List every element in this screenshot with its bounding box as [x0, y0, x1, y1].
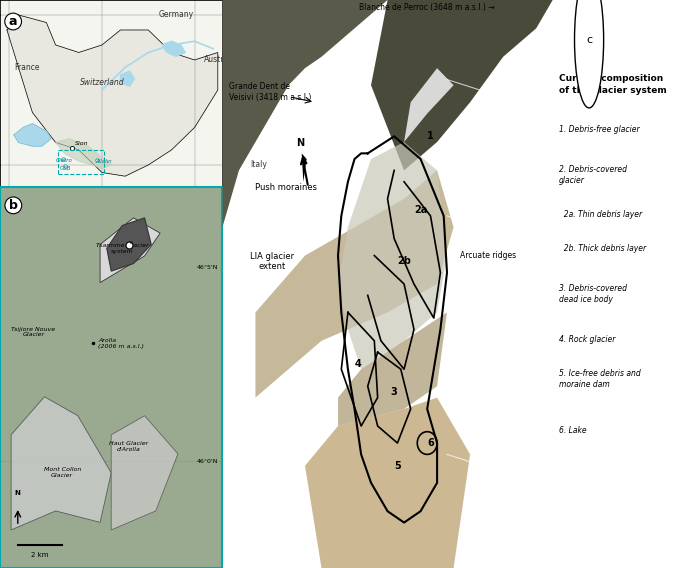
Text: Haut Glacier
d'Arolla: Haut Glacier d'Arolla — [109, 441, 149, 452]
Text: 5: 5 — [394, 461, 401, 471]
Polygon shape — [121, 71, 134, 86]
Text: GSB: GSB — [60, 166, 71, 171]
Text: 4. Rock glacier: 4. Rock glacier — [559, 335, 615, 344]
Text: 46°0'N: 46°0'N — [197, 459, 218, 464]
Text: 3100: 3100 — [526, 223, 547, 232]
Polygon shape — [404, 68, 454, 142]
Text: France: France — [14, 63, 39, 72]
Text: Tsijiore Nouve
Glacier: Tsijiore Nouve Glacier — [11, 327, 55, 337]
Polygon shape — [7, 15, 218, 176]
Text: 1. Debris-free glacier: 1. Debris-free glacier — [559, 125, 640, 134]
Polygon shape — [100, 218, 160, 282]
Text: 2b: 2b — [397, 256, 411, 266]
Text: b: b — [9, 199, 18, 212]
Text: Blanche de Perroc (3648 m a.s.l.) →: Blanche de Perroc (3648 m a.s.l.) → — [359, 3, 495, 12]
Text: N: N — [296, 137, 304, 148]
Polygon shape — [255, 170, 454, 398]
Polygon shape — [371, 0, 553, 170]
Text: 2700: 2700 — [526, 370, 547, 379]
Text: Push moraines: Push moraines — [255, 183, 317, 192]
Text: 3. Debris-covered
dead ice body: 3. Debris-covered dead ice body — [559, 284, 627, 304]
Text: c: c — [586, 35, 592, 45]
Text: 4: 4 — [355, 358, 361, 369]
Text: Sion: Sion — [75, 141, 89, 147]
Polygon shape — [111, 416, 178, 530]
Text: 2b. Thick debris layer: 2b. Thick debris layer — [559, 244, 646, 253]
Text: Germany: Germany — [158, 10, 193, 19]
Text: Mont Collon
Glacier: Mont Collon Glacier — [44, 467, 81, 478]
Text: 2500: 2500 — [526, 461, 547, 470]
Polygon shape — [14, 124, 51, 146]
Text: 6: 6 — [427, 438, 434, 448]
Polygon shape — [305, 398, 470, 568]
Text: LIA glacier
extent: LIA glacier extent — [250, 252, 294, 271]
Circle shape — [574, 0, 604, 108]
Polygon shape — [222, 0, 388, 227]
Text: Tsarmine Glacier
system: Tsarmine Glacier system — [96, 243, 149, 254]
Text: 2 km: 2 km — [31, 552, 49, 558]
Polygon shape — [338, 142, 447, 369]
Text: Italy: Italy — [250, 160, 267, 169]
Text: Arcuate ridges: Arcuate ridges — [460, 251, 516, 260]
Text: 2. Debris-covered
glacier: 2. Debris-covered glacier — [559, 165, 627, 185]
Text: Grande Dent de
Veisivi (3418 m a.s.l.): Grande Dent de Veisivi (3418 m a.s.l.) — [229, 82, 311, 102]
Text: Austria: Austria — [204, 56, 231, 65]
Text: 5. Ice-free debris and
moraine dam: 5. Ice-free debris and moraine dam — [559, 369, 640, 389]
Polygon shape — [11, 396, 111, 530]
Text: 3300: 3300 — [526, 149, 547, 158]
Polygon shape — [302, 153, 307, 182]
Text: Switzerland: Switzerland — [80, 78, 124, 87]
Text: 6. Lake: 6. Lake — [559, 426, 586, 435]
Text: N: N — [15, 490, 21, 496]
Text: Allalın: Allalın — [95, 160, 112, 165]
Text: 3500: 3500 — [526, 86, 547, 95]
Text: Arolla
(2006 m a.s.l.): Arolla (2006 m a.s.l.) — [98, 338, 144, 349]
Polygon shape — [106, 218, 151, 271]
Text: Gietro: Gietro — [56, 158, 73, 163]
Text: 1: 1 — [427, 131, 434, 141]
Polygon shape — [0, 187, 222, 568]
Text: Current composition
of the glacier system: Current composition of the glacier syste… — [559, 74, 667, 95]
Text: 2a. Thin debris layer: 2a. Thin debris layer — [559, 210, 642, 219]
Polygon shape — [162, 41, 185, 56]
Polygon shape — [56, 139, 111, 169]
Text: 2a: 2a — [414, 205, 427, 215]
Text: a: a — [9, 15, 18, 28]
Polygon shape — [338, 312, 447, 426]
Text: 46°5'N: 46°5'N — [197, 265, 218, 270]
Text: c: c — [129, 240, 133, 245]
Text: 2900: 2900 — [526, 291, 547, 300]
Text: 3: 3 — [391, 387, 398, 397]
